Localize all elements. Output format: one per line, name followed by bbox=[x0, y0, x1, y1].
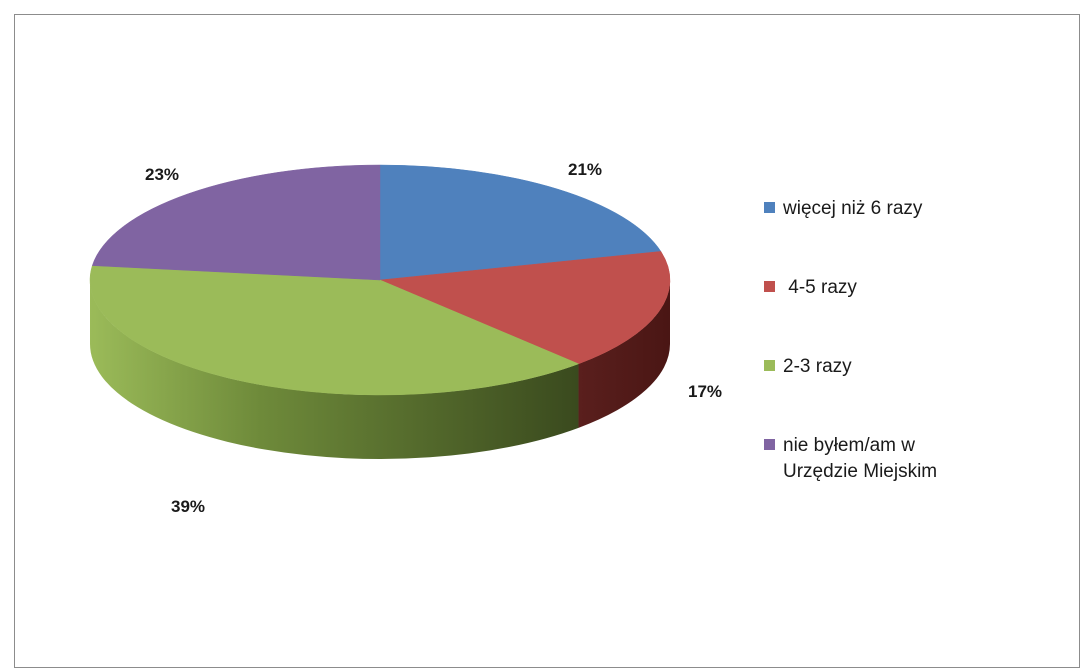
data-label-not-visited: 23% bbox=[145, 165, 179, 184]
pie-slice-more-than-6 bbox=[379, 164, 662, 281]
legend-label: 4-5 razy bbox=[783, 277, 857, 298]
legend-item-4-5: 4-5 razy bbox=[764, 275, 857, 301]
legend-swatch-icon bbox=[764, 360, 775, 371]
legend-label: więcej niż 6 razy bbox=[783, 198, 923, 219]
legend-item-not-visited: nie byłem/am w Urzędzie Miejskim bbox=[764, 433, 993, 485]
data-label-4-5: 17% bbox=[688, 382, 722, 401]
data-label-2-3: 39% bbox=[171, 497, 205, 516]
legend-label: nie byłem/am w Urzędzie Miejskim bbox=[783, 435, 938, 482]
legend-item-more-than-6: więcej niż 6 razy bbox=[764, 196, 922, 222]
pie-side-2-3 bbox=[90, 280, 579, 459]
data-label-more-than-6: 21% bbox=[568, 160, 602, 179]
pie-slice-2-3 bbox=[89, 265, 580, 396]
legend-swatch-icon bbox=[764, 202, 775, 213]
legend-swatch-icon bbox=[764, 281, 775, 292]
legend-swatch-icon bbox=[764, 439, 775, 450]
pie-side-4-5 bbox=[578, 280, 670, 428]
pie-slice-4-5 bbox=[379, 251, 671, 365]
legend-item-2-3: 2-3 razy bbox=[764, 354, 852, 380]
pie-slice-not-visited bbox=[91, 164, 381, 281]
legend-label: 2-3 razy bbox=[783, 356, 852, 377]
